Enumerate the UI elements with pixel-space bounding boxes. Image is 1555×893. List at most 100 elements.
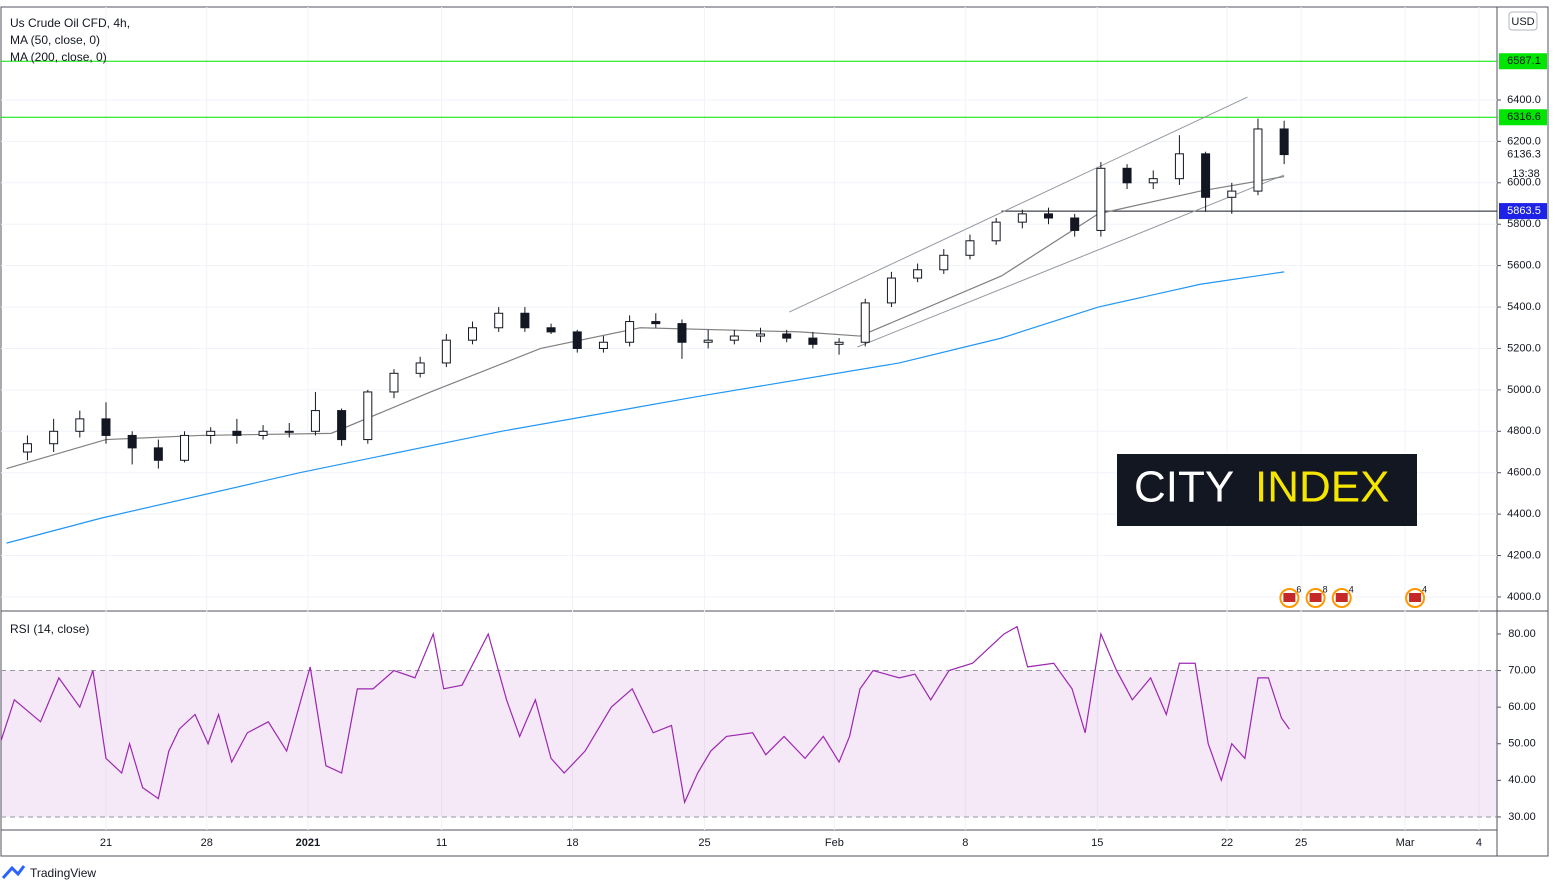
rsi-line: [0, 625, 1290, 805]
x-tick-label: Mar: [1396, 837, 1415, 849]
candle-body: [310, 410, 320, 432]
event-flag: [1283, 593, 1296, 602]
y-tick-label: 4400.0: [1507, 508, 1541, 520]
y-tick-label: 4000.0: [1507, 591, 1541, 603]
x-tick-label: 15: [1091, 837, 1103, 849]
rsi-tick-label: 50.00: [1508, 738, 1536, 750]
event-count: 6: [1296, 584, 1301, 594]
candle-body: [258, 430, 268, 436]
rsi-tick-label: 30.00: [1508, 811, 1536, 823]
candle-body: [991, 221, 1001, 242]
bar-countdown: 13:38: [1512, 168, 1540, 180]
y-tick-label: 6200.0: [1507, 135, 1541, 147]
candle-body: [939, 254, 949, 271]
candle-body: [75, 418, 85, 432]
event-flag: [1309, 593, 1322, 602]
labels: 21 28 2021 11 18 25 Feb 8 15 22 25 Mar 4 4000.0 4200.0…: [100, 53, 1547, 849]
tv-logo: [1, 865, 26, 880]
event-flag: [1409, 593, 1422, 602]
candle-body: [782, 333, 792, 339]
price-tag: [1499, 203, 1547, 220]
candle-body: [651, 321, 661, 325]
candle-body: [886, 277, 896, 304]
y-tick-label: 5800.0: [1507, 218, 1541, 230]
candle-body: [1017, 213, 1027, 223]
candle-body: [1044, 213, 1054, 219]
candle-body: [677, 323, 687, 343]
trendline: [789, 96, 1248, 313]
candle-body: [598, 341, 608, 349]
marks: [0, 60, 1497, 805]
price-tag: [1499, 109, 1547, 126]
candle-body: [1122, 167, 1132, 184]
candle-body: [913, 269, 923, 279]
x-tick-label: 25: [698, 837, 710, 849]
candle-body: [206, 430, 216, 436]
y-tick-label: 5000.0: [1507, 384, 1541, 396]
trendline: [857, 174, 1285, 348]
rsi-tick-label: 80.00: [1508, 628, 1536, 640]
candle-body: [441, 339, 451, 364]
x-tick-label: 22: [1221, 837, 1233, 849]
footer[interactable]: TradingView: [30, 866, 96, 880]
candle-body: [1201, 153, 1211, 198]
x-tick-label: 25: [1295, 837, 1307, 849]
candle-body: [860, 302, 870, 343]
candle-body: [127, 434, 137, 449]
x-tick-label: 21: [100, 837, 112, 849]
candle-body: [1096, 167, 1106, 231]
rsi-title: RSI (14, close): [10, 622, 89, 636]
candle-body: [363, 391, 373, 441]
price-tag-label: 6587.1: [1507, 55, 1541, 67]
currency-button[interactable]: [1508, 11, 1538, 31]
chart-title: Us Crude Oil CFD, 4h,: [10, 16, 130, 30]
y-tick-label: 5600.0: [1507, 260, 1541, 272]
x-tick-label: 4: [1476, 837, 1482, 849]
last-price-label: 6136.3: [1507, 148, 1541, 160]
candle-body: [1279, 128, 1289, 156]
x-tick-label: 28: [201, 837, 213, 849]
candle-body: [337, 410, 347, 441]
grid: [1, 7, 1497, 830]
candle-body: [153, 447, 163, 461]
candle-body: [22, 443, 32, 453]
candle-body: [494, 312, 504, 329]
candle-body: [1253, 128, 1263, 192]
moving-average: [6, 271, 1285, 544]
x-tick-label: 2021: [296, 837, 320, 849]
y-tick-label: 4600.0: [1507, 467, 1541, 479]
candle-body: [49, 430, 59, 445]
candle-body: [415, 362, 425, 374]
y-tick-label: 6000.0: [1507, 177, 1541, 189]
candle-body: [808, 337, 818, 345]
logo-box: [1117, 454, 1417, 526]
candle-body: [625, 321, 635, 343]
currency[interactable]: USD: [1511, 16, 1534, 28]
candle-body: [1227, 190, 1237, 198]
candle-body: [756, 333, 766, 337]
event-flag: [1335, 593, 1348, 602]
candle-body: [180, 434, 190, 461]
rsi-tick-label: 70.00: [1508, 664, 1536, 676]
legend-entry: MA (200, close, 0): [10, 50, 107, 64]
event-count: 4: [1349, 584, 1354, 594]
y-tick-label: 5200.0: [1507, 342, 1541, 354]
candle-body: [284, 430, 294, 433]
candle-body: [729, 335, 739, 341]
candle-body: [1148, 178, 1158, 184]
x-tick-label: 18: [566, 837, 578, 849]
candle-body: [703, 339, 713, 343]
x-tick-label: 8: [962, 837, 968, 849]
candle-body: [232, 430, 242, 436]
logo-text: INDEX: [1255, 463, 1389, 512]
price-tag-label: 6316.6: [1507, 111, 1541, 123]
price-tag: [1499, 53, 1547, 70]
x-tick-label: Feb: [825, 837, 844, 849]
x-tick-label: 11: [436, 837, 447, 849]
candle-body: [572, 331, 582, 349]
event-count: 4: [1422, 584, 1427, 594]
y-tick-label: 4800.0: [1507, 425, 1541, 437]
candle-body: [965, 240, 975, 256]
